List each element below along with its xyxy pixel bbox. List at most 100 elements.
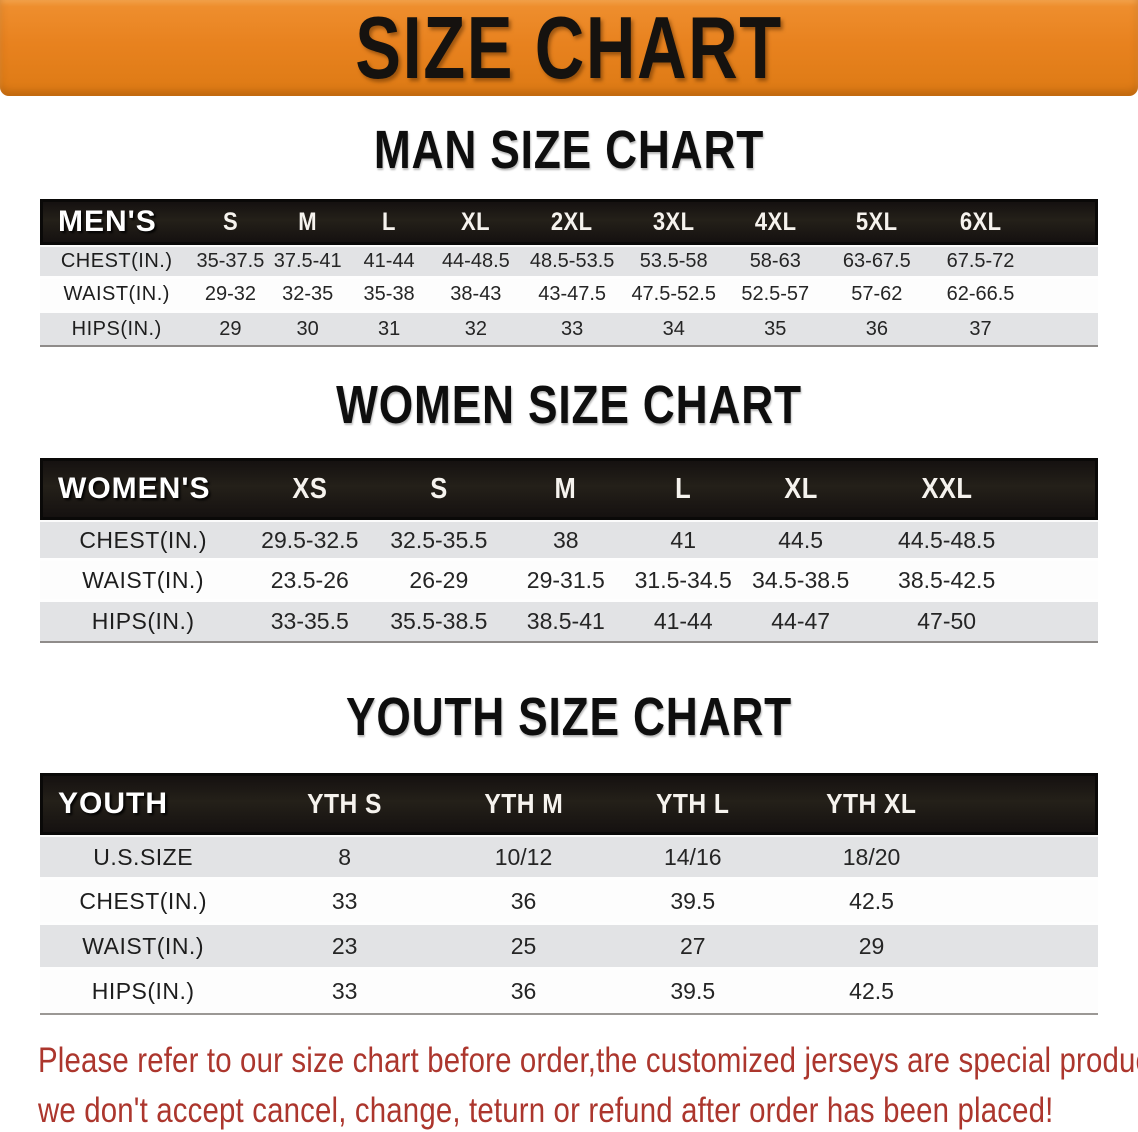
row-spacer (961, 835, 1098, 880)
size-column-header: YTH XL (781, 773, 962, 835)
measurement-value-text: 14/16 (663, 843, 722, 870)
measurement-value-text: 44-48.5 (441, 250, 510, 272)
youth-section-heading: YOUTH SIZE CHART (0, 690, 1138, 744)
measurement-value: 31.5-34.5 (627, 561, 740, 602)
measurement-row: WAIST(IN.) 23 25 27 29 (40, 925, 1098, 970)
men-section-heading-text: MAN SIZE CHART (373, 120, 765, 180)
size-column-header-text: 2XL (551, 207, 593, 236)
size-column-header-text: YTH XL (826, 788, 917, 819)
size-header-row: MEN'S S M L XL 2XL 3XL 4XL 5XL 6XL (40, 199, 1098, 245)
footer-notice-line2-text: we don't accept cancel, change, teturn o… (38, 1091, 1054, 1130)
men-size-table: MEN'S S M L XL 2XL 3XL 4XL 5XL 6XL CHEST(IN.) 35-37… (40, 199, 1098, 347)
measurement-value-text: 10/12 (494, 843, 553, 870)
footer-notice-line2: we don't accept cancel, change, teturn o… (38, 1091, 1138, 1132)
measurement-value-text: 23.5-26 (270, 566, 349, 593)
size-column-header-text: M (298, 207, 318, 236)
measurement-value-text: 32.5-35.5 (390, 526, 488, 553)
measurement-label-text: WAIST(IN.) (82, 566, 204, 593)
measurement-label: WAIST(IN.) (40, 279, 194, 313)
men-section-heading: MAN SIZE CHART (0, 123, 1138, 177)
women-section-heading-text: WOMEN SIZE CHART (336, 375, 802, 435)
measurement-value: 23.5-26 (246, 561, 374, 602)
measurement-row: HIPS(IN.) 33-35.5 35.5-38.5 38.5-41 41-44 44-… (40, 602, 1098, 643)
size-column-header: L (347, 199, 431, 245)
measurement-value: 48.5-53.5 (521, 245, 623, 279)
measurement-value: 42.5 (781, 970, 962, 1015)
row-spacer (1033, 245, 1098, 279)
youth-size-table: YOUTH YTH S YTH M YTH L YTH XL U.S.SIZE 8 10/12… (40, 773, 1098, 1015)
measurement-value-text: 33 (561, 317, 584, 340)
measurement-value-text: 41-44 (653, 608, 713, 634)
measurement-value: 43-47.5 (521, 279, 623, 313)
measurement-value-text: 25 (510, 932, 537, 959)
measurement-value: 34 (622, 313, 725, 347)
row-spacer (961, 925, 1098, 970)
measurement-value-text: 44.5-48.5 (898, 526, 996, 553)
measurement-value-text: 63-67.5 (842, 250, 911, 272)
measurement-value: 63-67.5 (826, 245, 928, 279)
measurement-value: 44-48.5 (430, 245, 522, 279)
size-column-header: L (627, 458, 740, 520)
measurement-label: U.S.SIZE (40, 835, 247, 880)
measurement-value-text: 47.5-52.5 (631, 283, 716, 305)
measurement-value-text: 36 (865, 317, 888, 340)
size-column-header-text: S (430, 472, 448, 505)
women-section-heading: WOMEN SIZE CHART (0, 378, 1138, 432)
measurement-value-text: 35.5-38.5 (390, 608, 488, 634)
footer-notice-line1-text: Please refer to our size chart before or… (38, 1041, 1138, 1080)
measurement-label: HIPS(IN.) (40, 602, 247, 643)
measurement-value: 8 (246, 835, 444, 880)
measurement-value: 31 (347, 313, 431, 347)
measurement-label: HIPS(IN.) (40, 970, 247, 1015)
measurement-value-text: 29 (858, 932, 885, 959)
measurement-value: 32.5-35.5 (373, 520, 505, 561)
measurement-value: 35-37.5 (193, 245, 268, 279)
measurement-value-text: 37.5-41 (273, 250, 342, 272)
size-header-row: YOUTH YTH S YTH M YTH L YTH XL (40, 773, 1098, 835)
youth-size-section: YOUTH SIZE CHART YOUTH YTH S YTH M YTH L YTH… (0, 690, 1138, 1015)
measurement-value: 42.5 (781, 880, 962, 925)
measurement-value-text: 67.5-72 (946, 250, 1015, 272)
men-size-section: MAN SIZE CHART MEN'S S M L XL 2XL 3XL 4XL 5XL 6XL… (0, 123, 1138, 347)
measurement-label: CHEST(IN.) (40, 245, 194, 279)
measurement-value: 10/12 (443, 835, 604, 880)
measurement-value-text: 39.5 (670, 887, 716, 914)
measurement-value: 35-38 (347, 279, 431, 313)
size-column-header: XL (739, 458, 863, 520)
measurement-value-text: 33-35.5 (270, 608, 349, 634)
measurement-value: 30 (267, 313, 348, 347)
measurement-row: CHEST(IN.) 29.5-32.5 32.5-35.5 38 41 44.5 44.5… (40, 520, 1098, 561)
size-column-header-text: S (222, 207, 238, 236)
size-column-header-text: 6XL (959, 207, 1002, 236)
size-column-header-text: XS (292, 472, 328, 505)
measurement-value-text: 31.5-34.5 (634, 566, 732, 593)
measurement-value: 32-35 (267, 279, 348, 313)
measurement-value-text: 34.5-38.5 (752, 566, 850, 593)
measurement-value: 39.5 (603, 880, 782, 925)
measurement-row: U.S.SIZE 8 10/12 14/16 18/20 (40, 835, 1098, 880)
measurement-value-text: 42.5 (849, 978, 894, 1004)
measurement-value: 57-62 (826, 279, 928, 313)
measurement-value: 38.5-41 (504, 602, 628, 643)
measurement-value: 38-43 (430, 279, 522, 313)
row-spacer (1033, 313, 1098, 347)
footer-notice-line1: Please refer to our size chart before or… (38, 1041, 1138, 1091)
measurement-value-text: 44.5 (778, 526, 824, 553)
size-column-header: 4XL (724, 199, 827, 245)
measurement-value-text: 18/20 (842, 843, 901, 870)
table-header-label: WOMEN'S (40, 458, 247, 520)
measurement-value-text: 36 (510, 978, 537, 1004)
size-column-header: XS (246, 458, 374, 520)
size-column-header: S (373, 458, 505, 520)
measurement-value: 35.5-38.5 (373, 602, 505, 643)
size-column-header-text: XL (783, 472, 818, 505)
measurement-value: 67.5-72 (927, 245, 1034, 279)
measurement-value-text: 31 (377, 317, 401, 340)
measurement-value: 35 (724, 313, 827, 347)
measurement-label-text: HIPS(IN.) (91, 978, 195, 1004)
measurement-value: 29-32 (193, 279, 268, 313)
measurement-value: 32 (430, 313, 522, 347)
measurement-value-text: 32-35 (282, 283, 334, 305)
size-column-header-text: XL (461, 207, 491, 236)
